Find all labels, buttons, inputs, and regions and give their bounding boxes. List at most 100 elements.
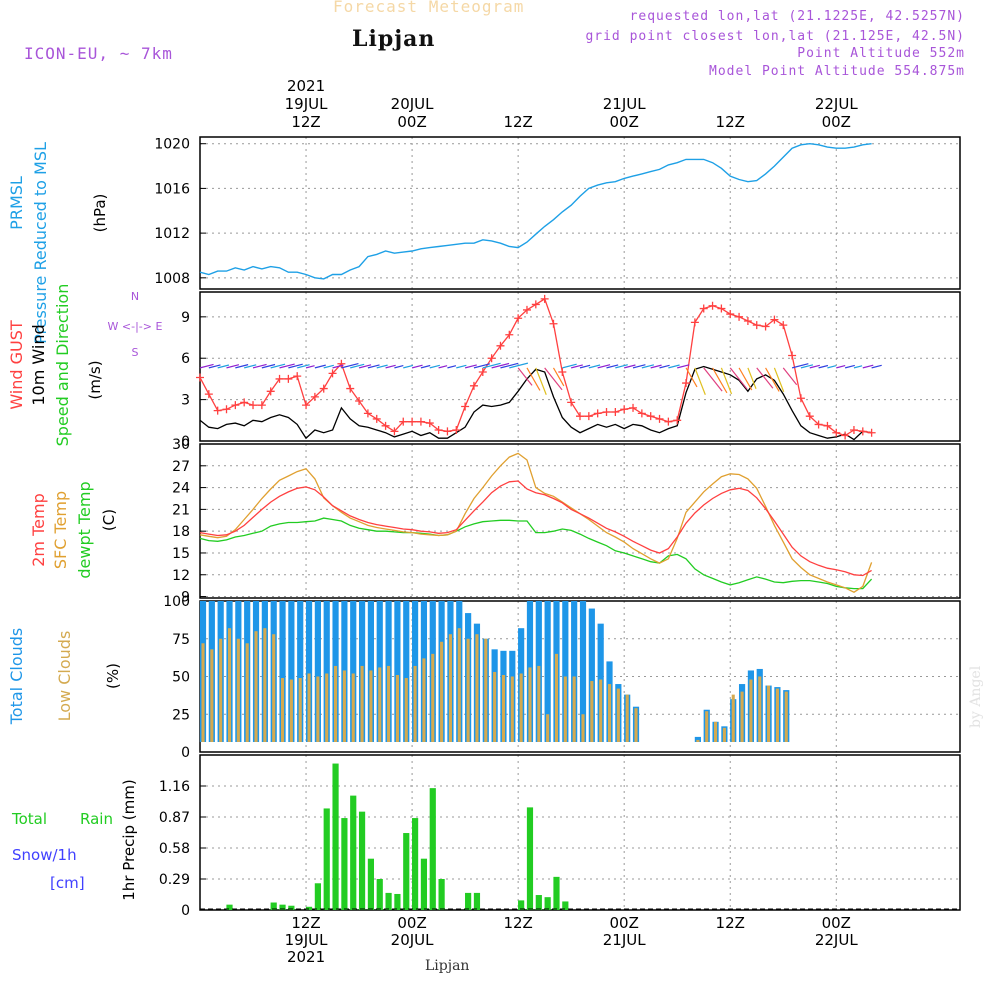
pressure-label-msl: Pressure Reduced to MSL	[31, 142, 50, 344]
wind-gust-marker	[363, 409, 372, 418]
wind-gust-marker	[655, 414, 664, 423]
wind-direction-arrow	[712, 367, 728, 394]
wind-gust-marker	[743, 316, 752, 325]
wind-gust-marker	[682, 379, 691, 388]
wind-direction-arrow	[385, 364, 396, 369]
wind-gust-marker	[328, 369, 337, 378]
wind-gust-marker	[346, 384, 355, 393]
wind-gust-marker	[584, 412, 593, 421]
wind-direction-arrow	[571, 364, 583, 369]
wind-direction-arrow	[747, 367, 757, 389]
low-cloud-bar	[298, 678, 302, 742]
panel-frame-temperature	[199, 443, 961, 599]
wind-gust-marker	[240, 398, 249, 407]
y-tick-label: 0.87	[159, 810, 190, 826]
wind-direction-arrow	[332, 364, 344, 369]
total-cloud-bar	[571, 601, 578, 742]
wind-gust-marker	[629, 403, 638, 412]
wind-direction-arrow	[429, 364, 440, 369]
wind-gust-marker	[425, 419, 434, 428]
wind-gust-marker	[646, 412, 655, 421]
wind-direction-arrow	[597, 364, 611, 369]
rain-bar	[314, 883, 321, 910]
precip-label-total: Total	[11, 810, 47, 828]
low-cloud-bar	[404, 678, 408, 742]
wind-gust-marker	[399, 417, 408, 426]
rain-bar	[473, 892, 481, 910]
low-cloud-bar	[440, 641, 444, 742]
wind-direction-arrow	[853, 365, 863, 369]
low-cloud-bar	[767, 685, 771, 742]
low-cloud-bar	[528, 667, 532, 742]
wind-direction-arrow	[632, 364, 646, 369]
total-cloud-bar	[279, 601, 286, 742]
wind-direction-arrow	[862, 364, 874, 369]
compass-west-east: W <-|-> E	[108, 320, 163, 333]
y-tick-label: 1016	[154, 181, 190, 197]
wind-gust-marker	[390, 427, 399, 436]
wind-direction-arrow	[473, 363, 490, 369]
wind-gust-marker	[796, 394, 805, 403]
wind-direction-arrow	[535, 367, 547, 395]
low-cloud-bar	[475, 634, 479, 742]
grid-point-coords: grid point closest lon,lat (21.125E, 42.…	[585, 29, 965, 44]
total-cloud-bar	[305, 601, 313, 742]
low-cloud-bar	[749, 679, 753, 742]
rain-bar	[562, 901, 569, 910]
wind-direction-arrow	[297, 364, 310, 369]
wind-gust-marker	[408, 417, 417, 426]
total-cloud-bar	[350, 601, 357, 742]
wind-direction-arrow	[809, 364, 820, 369]
rain-bar	[350, 795, 357, 910]
wind-direction-arrow	[438, 365, 448, 369]
low-cloud-bar	[272, 634, 276, 742]
wind-gust-marker	[337, 359, 346, 368]
low-cloud-bar	[245, 643, 249, 742]
low-cloud-bar	[378, 667, 382, 742]
pressure-label-prmsl: PRMSL	[7, 176, 26, 230]
bottom-time-label: 19JUL	[285, 931, 328, 949]
rain-bar	[288, 905, 295, 910]
wind-direction-arrow	[447, 365, 457, 369]
low-cloud-bar	[448, 634, 452, 742]
wind-direction-arrow	[252, 363, 267, 369]
wind-gust-marker	[673, 416, 682, 425]
wind-direction-arrow	[323, 364, 334, 369]
rain-bar	[323, 808, 330, 910]
y-tick-label: 1008	[154, 271, 190, 287]
wind-direction-arrow	[800, 364, 814, 369]
bottom-time-label: 12Z	[716, 914, 745, 932]
rain-bar	[429, 788, 436, 910]
rain-bar	[367, 858, 374, 910]
compass-south: S	[132, 346, 139, 359]
wind-gust-marker	[505, 330, 514, 339]
y-tick-label: 12	[172, 568, 190, 584]
wind-gust-marker	[514, 314, 523, 323]
low-cloud-bar	[775, 688, 779, 742]
total-cloud-bar	[544, 601, 551, 742]
total-cloud-bar	[562, 601, 569, 742]
low-cloud-bar	[466, 638, 470, 742]
wind-gust-marker	[699, 304, 708, 313]
low-cloud-bar	[607, 684, 612, 742]
wind-gust-marker	[637, 409, 646, 418]
low-cloud-bar	[581, 714, 585, 742]
wind-direction-arrow	[500, 362, 519, 369]
rain-bar	[358, 811, 366, 910]
wind-direction-arrow	[261, 363, 276, 369]
low-cloud-bar	[599, 679, 603, 742]
wind-gust-marker	[717, 304, 726, 313]
total-cloud-bar	[588, 608, 595, 742]
model-label: ICON-EU, ~ 7km	[24, 44, 173, 63]
wind-gust-marker	[576, 412, 584, 421]
rain-bar	[518, 900, 525, 910]
precip-ylabel: 1hr Precip (mm)	[120, 779, 138, 900]
low-cloud-bar	[546, 714, 550, 742]
wind-direction-arrow	[641, 364, 655, 369]
wind-direction-arrow	[403, 364, 414, 369]
wind-gust-marker	[487, 354, 496, 363]
y-tick-label: 30	[172, 437, 190, 453]
wind-direction-arrow	[270, 363, 286, 369]
wind-gust-marker	[522, 305, 531, 314]
